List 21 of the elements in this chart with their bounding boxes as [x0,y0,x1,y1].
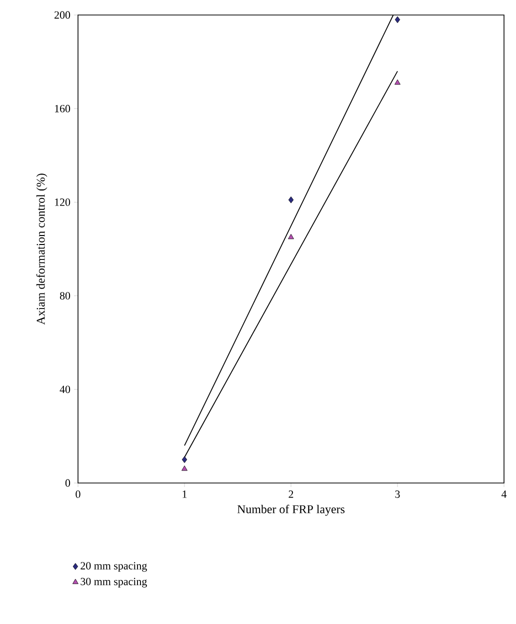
x-tick-label: 1 [182,490,187,498]
point [182,456,188,463]
x-tick-label: 4 [501,490,507,498]
y-tick-label: 40 [60,386,70,394]
point [394,16,400,24]
y-tick-label: 80 [60,292,70,300]
y-tick-label: 0 [65,479,70,487]
y-tick-label: 200 [54,11,70,19]
y-tick-label: 120 [55,198,70,206]
point [182,466,188,471]
point [288,234,294,240]
point [394,79,400,85]
point [288,196,294,204]
y-axis-title: Axiam deformation control (%) [36,174,48,325]
x-tick-label: 2 [288,490,294,498]
legend-label: 20 mm spacing [80,562,147,572]
x-tick-label: 3 [395,490,400,498]
legend-label: 30 mm spacing [80,578,147,588]
x-tick-label: 0 [76,490,80,498]
x-axis-title: Number of FRP layers [237,504,345,516]
y-tick-label: 160 [55,104,70,112]
